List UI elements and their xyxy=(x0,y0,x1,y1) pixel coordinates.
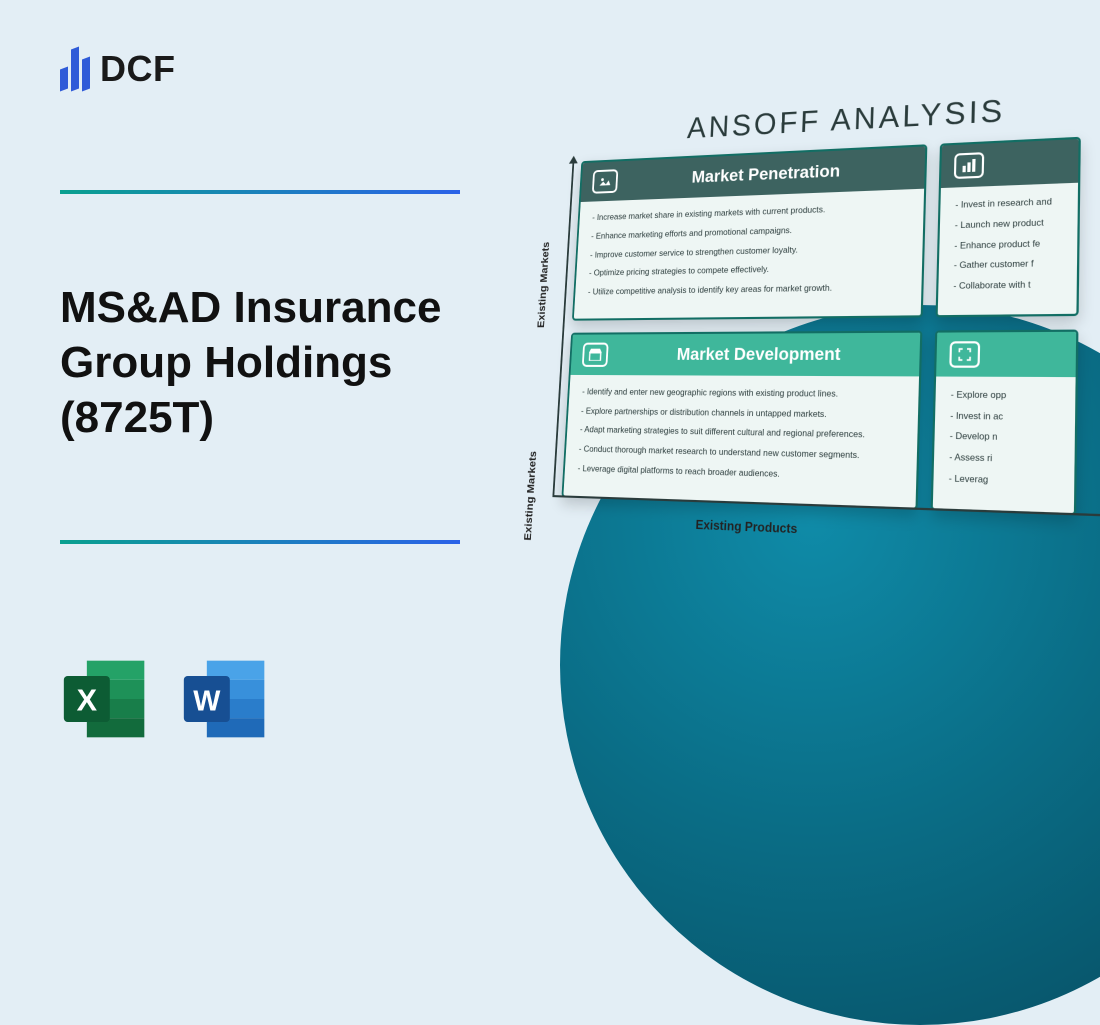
bullet: - Develop n xyxy=(950,429,1059,445)
card-title: Market Development xyxy=(617,343,908,365)
y-axis-label-2: Existing Markets xyxy=(519,399,549,594)
word-icon: W xyxy=(180,653,272,745)
bars-icon xyxy=(954,152,984,179)
svg-text:X: X xyxy=(77,684,98,718)
ansoff-matrix: ANSOFF ANALYSIS Existing Markets Existin… xyxy=(540,115,1100,525)
bullet: - Invest in research and xyxy=(955,194,1062,212)
bullet: - Leverage digital platforms to reach br… xyxy=(577,462,901,485)
bullet: - Optimize pricing strategies to compete… xyxy=(589,260,908,280)
card-market-penetration: Market Penetration - Increase market sha… xyxy=(572,144,927,320)
logo-bars-icon xyxy=(60,48,90,90)
card-title: Market Penetration xyxy=(626,158,912,191)
bullet: - Collaborate with t xyxy=(953,277,1061,293)
expand-icon xyxy=(949,341,980,368)
svg-text:W: W xyxy=(193,686,221,718)
bullet: - Invest in ac xyxy=(950,408,1059,424)
bullet: - Conduct thorough market research to un… xyxy=(579,442,903,463)
y-axis-label-1: Existing Markets xyxy=(533,201,561,369)
image-icon xyxy=(592,169,618,194)
brand-logo: DCF xyxy=(60,48,176,90)
bullet: - Improve customer service to strengthen… xyxy=(590,240,908,261)
x-axis-label-1: Existing Products xyxy=(695,517,797,536)
bullet: - Gather customer f xyxy=(954,256,1062,272)
bullet: - Enhance marketing efforts and promotio… xyxy=(591,220,909,243)
bullet: - Launch new product xyxy=(955,215,1062,232)
card-market-development: Market Development - Identify and enter … xyxy=(561,330,922,509)
app-icons-row: X W xyxy=(60,653,272,745)
bullet: - Explore opp xyxy=(951,387,1060,402)
bullet: - Enhance product fe xyxy=(954,236,1061,253)
excel-icon: X xyxy=(60,653,152,745)
divider-bottom xyxy=(60,540,460,544)
brand-name: DCF xyxy=(100,48,176,90)
card-product-development: - Invest in research and - Launch new pr… xyxy=(936,137,1081,317)
page-title: MS&AD Insurance Group Holdings (8725T) xyxy=(60,280,520,445)
bullet: - Utilize competitive analysis to identi… xyxy=(588,280,907,298)
card-diversification: - Explore opp - Invest in ac - Develop n… xyxy=(931,329,1079,515)
bullet: - Assess ri xyxy=(949,450,1059,467)
bullet: - Identify and enter new geographic regi… xyxy=(582,385,904,401)
bullet: - Leverag xyxy=(949,471,1059,489)
bullet: - Adapt marketing strategies to suit dif… xyxy=(580,423,903,442)
bullet: - Explore partnerships or distribution c… xyxy=(581,404,904,422)
store-icon xyxy=(582,342,609,366)
divider-top xyxy=(60,190,460,194)
